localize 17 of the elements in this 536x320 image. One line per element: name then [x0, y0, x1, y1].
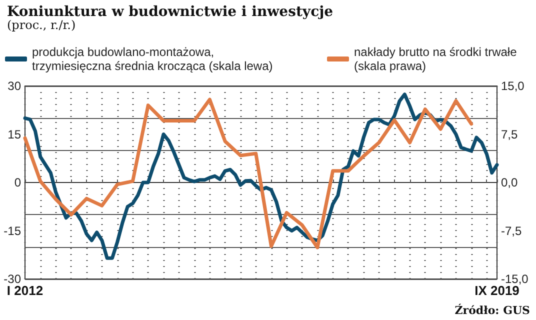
text: Źródło: GUS	[454, 303, 530, 317]
y-tick-label: 15	[8, 127, 22, 142]
x-tick-label: I 2012	[6, 283, 44, 298]
y2-tick-label: -15,0	[501, 272, 529, 286]
y2-tick-label: 7,5	[501, 127, 518, 142]
legend-label: produkcja budowlano-montażowa, trzymiesięczna średnia krocząca (skala lewa)	[32, 45, 273, 73]
y-tick-label: -15	[4, 224, 22, 238]
y-tick-label: 0	[14, 176, 22, 190]
legend-label: nakłady brutto na środki trwałe (skala prawa)	[354, 45, 518, 73]
y-tick-label: -30	[4, 272, 22, 286]
x-tick-label: IX 2019	[474, 283, 520, 298]
chart-subtitle: (proc., r./r.)	[7, 18, 76, 32]
y2-tick-label: 15,0	[501, 79, 525, 93]
y2-tick-label: -7,5	[501, 224, 522, 238]
chart-title: Koniunktura w budownictwie i inwestycje	[7, 4, 334, 20]
y-tick-label: 30	[8, 79, 22, 93]
y2-tick-label: 0,0	[501, 176, 518, 190]
